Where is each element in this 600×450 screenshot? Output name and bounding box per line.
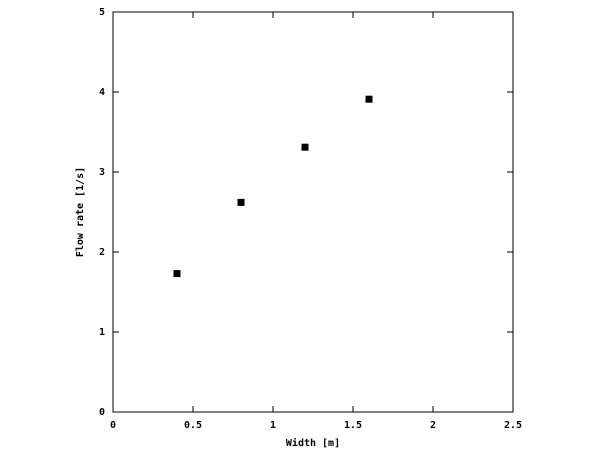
x-tick-label: 1 [270, 420, 276, 431]
point [365, 95, 373, 103]
y-tick-label: 0 [99, 407, 105, 418]
point [173, 270, 181, 278]
x-tick-label: 0.5 [184, 420, 202, 431]
point [301, 143, 309, 151]
y-tick-label: 1 [99, 327, 105, 338]
y-tick-label: 3 [99, 167, 105, 178]
point [237, 198, 245, 206]
x-axis-label: Width [m] [286, 437, 340, 449]
y-tick-label: 5 [99, 7, 105, 18]
x-tick-label: 2 [430, 420, 436, 431]
y-tick-label: 4 [99, 87, 105, 98]
x-tick-label: 2.5 [504, 420, 522, 431]
y-axis-label: Flow rate [1/s] [75, 167, 86, 257]
x-tick-label: 0 [110, 420, 116, 431]
plot-frame [112, 11, 514, 413]
y-tick-label: 2 [99, 247, 105, 258]
x-tick-label: 1.5 [344, 420, 362, 431]
